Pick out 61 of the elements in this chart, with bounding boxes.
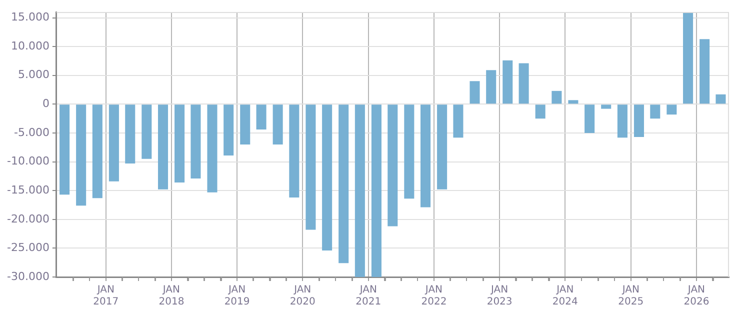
bar (354, 104, 365, 277)
y-tick-label: -15.000 (6, 183, 50, 196)
bar (371, 104, 382, 277)
bar (601, 104, 612, 109)
bar (76, 104, 86, 206)
bar (453, 104, 464, 138)
bar (683, 12, 694, 104)
y-tick-label: 5.000 (18, 68, 50, 82)
y-tick-label: -5.000 (14, 126, 50, 139)
bar (502, 60, 513, 104)
bar (584, 104, 595, 133)
bar (634, 104, 644, 138)
x-tick-label: JAN 2024 (552, 284, 578, 308)
bar (535, 104, 546, 119)
bar (338, 104, 349, 264)
bar (486, 70, 496, 104)
x-tick-label: JAN 2023 (486, 284, 512, 308)
y-tick-label: -10.000 (6, 154, 50, 168)
x-tick-label: JAN 2019 (224, 284, 250, 308)
y-tick-label: -25.000 (6, 241, 50, 254)
bar (650, 104, 660, 119)
x-tick-label: JAN 2025 (618, 284, 644, 308)
x-tick-label: JAN 2017 (93, 284, 119, 308)
bar (437, 104, 448, 190)
bar (388, 104, 398, 226)
bar (568, 100, 578, 104)
y-tick-label: -20.000 (6, 212, 50, 226)
bar (60, 104, 70, 195)
x-tick-label: JAN 2026 (684, 284, 710, 308)
bar (125, 104, 136, 164)
bar (207, 104, 218, 192)
bar (666, 104, 677, 115)
bar (224, 104, 234, 156)
x-tick-label: JAN 2021 (356, 284, 382, 308)
bar (470, 81, 480, 104)
bar (92, 104, 102, 198)
bar (617, 104, 628, 138)
y-tick-label: -30.000 (6, 270, 50, 283)
bar (306, 104, 316, 230)
bar (420, 104, 431, 208)
y-tick-label: 15.000 (10, 10, 50, 24)
bar (190, 104, 201, 178)
x-tick-label: JAN 2020 (290, 284, 316, 308)
bar (518, 63, 529, 104)
bar (108, 104, 119, 182)
x-tick-label: JAN 2022 (421, 284, 447, 308)
bar (158, 104, 168, 190)
bar (256, 104, 266, 130)
x-tick-label: JAN 2018 (158, 284, 184, 308)
y-tick-label: 0 (42, 97, 50, 110)
bar (240, 104, 250, 144)
bar (700, 39, 710, 104)
bar (404, 104, 414, 199)
bar (289, 104, 300, 198)
bar (552, 90, 562, 104)
bar (322, 104, 332, 250)
bar (142, 104, 152, 159)
bar (272, 104, 283, 144)
bar (716, 94, 726, 104)
bar (174, 104, 185, 183)
y-tick-label: 10.000 (10, 39, 50, 52)
